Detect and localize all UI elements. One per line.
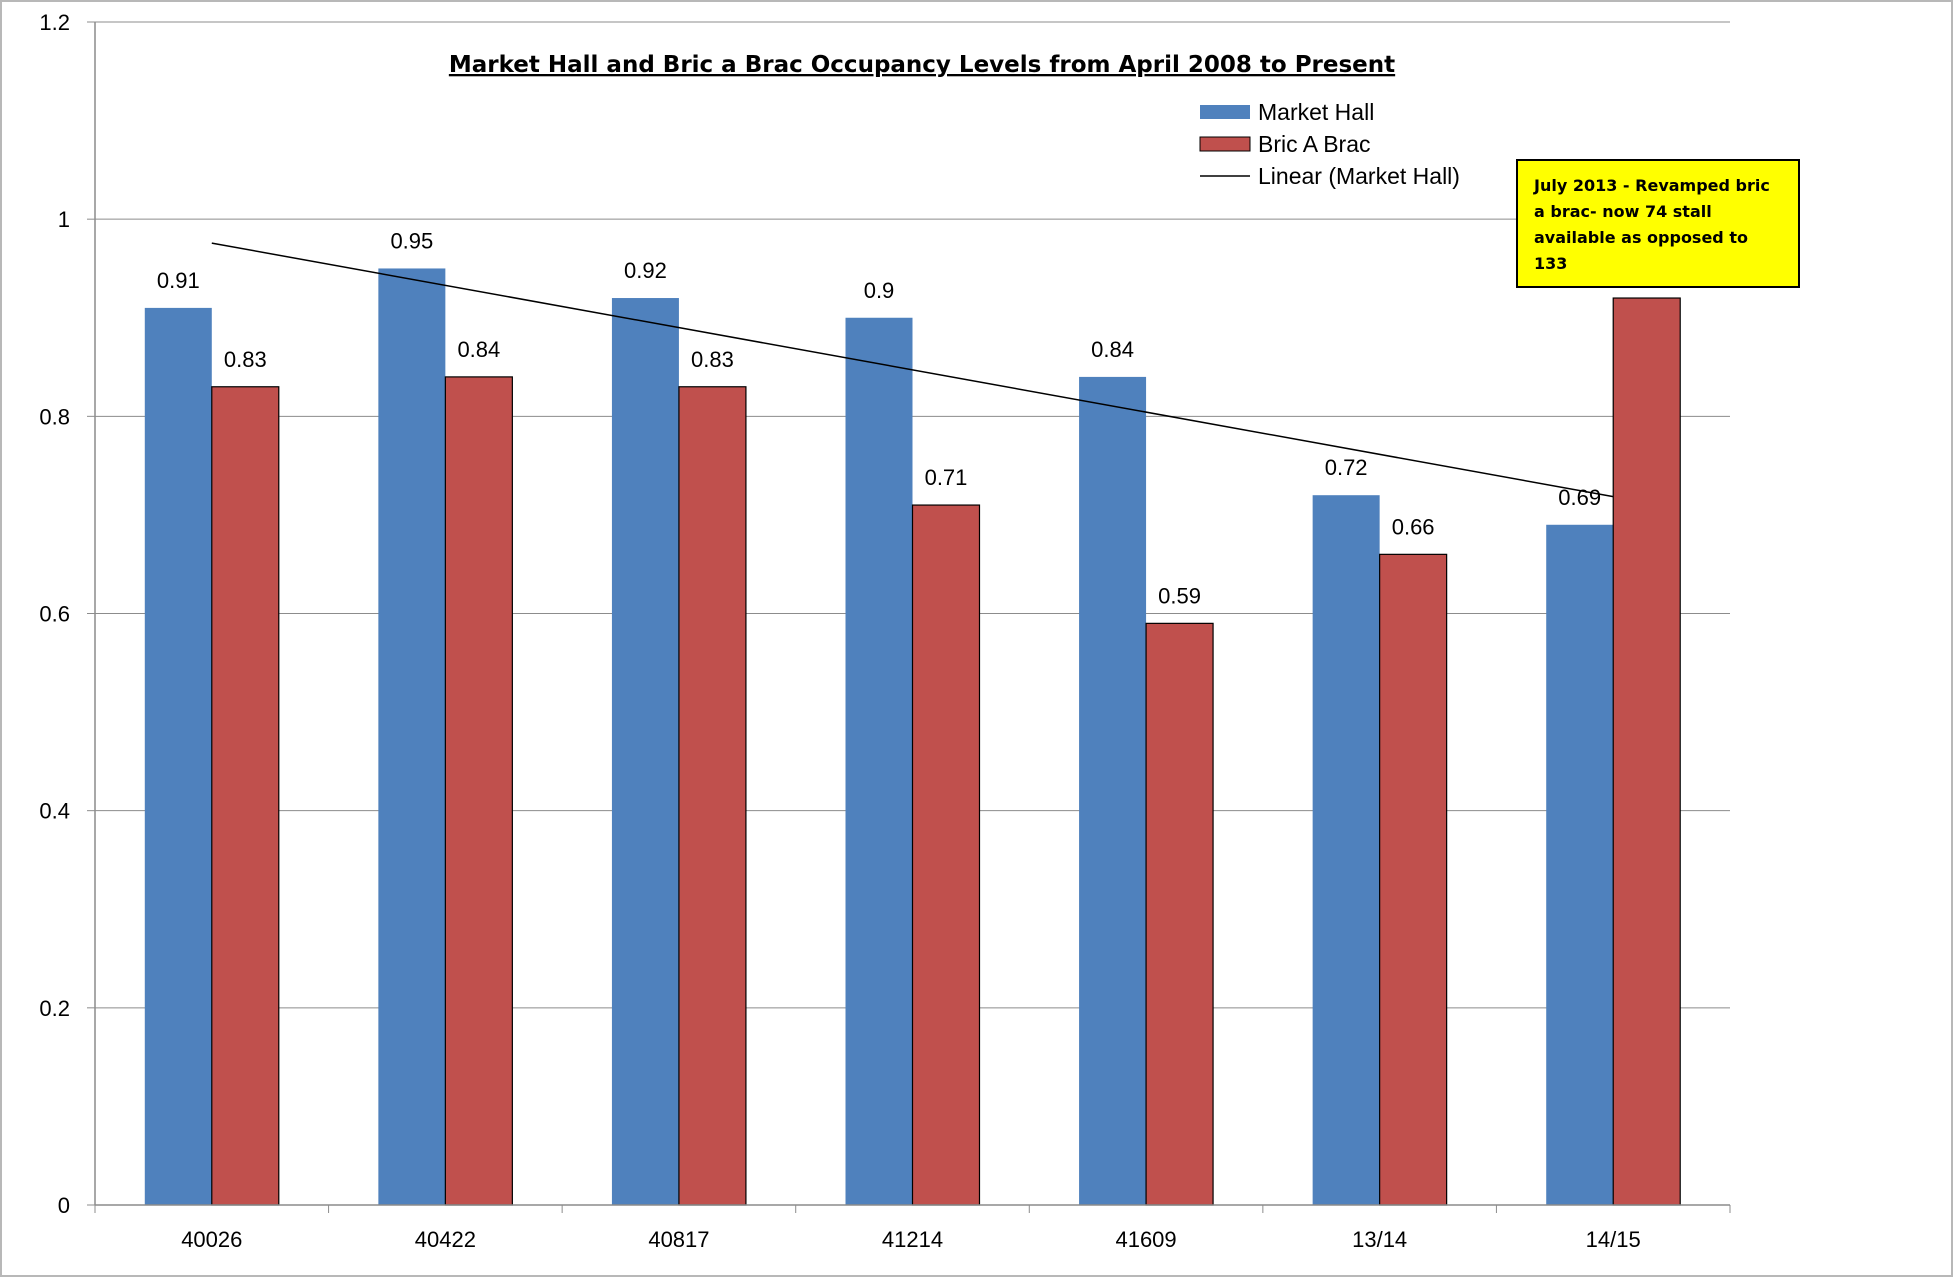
x-tick-label: 40026 [181, 1227, 242, 1252]
y-tick-label: 0.2 [39, 996, 70, 1021]
bar-market-hall [1079, 376, 1147, 1205]
x-tick-label: 40422 [415, 1227, 476, 1252]
x-tick-label: 14/15 [1586, 1227, 1641, 1252]
bar-bric-a-brac [1379, 553, 1448, 1206]
gridlines [95, 21, 1730, 1009]
data-label: 0.83 [224, 347, 267, 372]
bar-market-hall [144, 307, 212, 1205]
x-tick-label: 41609 [1115, 1227, 1176, 1252]
legend: Market Hall Bric A Brac Linear (Market Hal… [1199, 99, 1460, 189]
y-tick-label: 0.8 [39, 404, 70, 429]
data-label: 0.95 [390, 228, 433, 253]
x-tick-label: 40817 [648, 1227, 709, 1252]
bars [144, 268, 1681, 1206]
bar-market-hall [845, 317, 913, 1205]
data-label: 0.9 [864, 278, 895, 303]
y-tick-label: 0.4 [39, 799, 70, 824]
annotation-callout: July 2013 - Revamped bric a brac- now 74… [1516, 159, 1800, 288]
legend-label: Market Hall [1258, 99, 1374, 125]
bar-bric-a-brac [1145, 622, 1214, 1206]
bar-market-hall [611, 298, 679, 1205]
bar-bric-a-brac [1612, 297, 1681, 1206]
chart-title: Market Hall and Bric a Brac Occupancy Le… [449, 52, 1395, 78]
legend-swatch-market-hall [1200, 105, 1250, 119]
bar-market-hall [1312, 495, 1380, 1205]
bar-bric-a-brac [678, 386, 747, 1206]
data-label: 0.66 [1392, 514, 1435, 539]
legend-label: Linear (Market Hall) [1258, 163, 1460, 189]
y-tick-label: 1.2 [39, 10, 70, 35]
legend-swatch-bric-a-brac [1199, 136, 1251, 152]
trendline [211, 242, 1614, 498]
data-label: 0.84 [457, 337, 500, 362]
data-label: 0.92 [624, 258, 667, 283]
bar-bric-a-brac [444, 376, 513, 1206]
data-label: 0.71 [925, 465, 968, 490]
data-label: 0.69 [1558, 485, 1601, 510]
data-label: 0.83 [691, 347, 734, 372]
x-tick-label: 13/14 [1352, 1227, 1407, 1252]
trendline-layer [211, 242, 1614, 498]
bar-bric-a-brac [911, 504, 981, 1206]
bar-market-hall [378, 268, 446, 1205]
data-labels: 0.91 0.95 0.92 0.9 0.84 0.72 0.69 0.83 0.84 0.83 0… [157, 228, 1601, 608]
axes: 0 0.2 0.4 0.6 0.8 1 1.2 40026 40422 40817 41214 416… [39, 10, 1731, 1252]
y-tick-label: 0 [58, 1193, 70, 1218]
bar-market-hall [1546, 524, 1614, 1205]
x-tick-label: 41214 [882, 1227, 943, 1252]
legend-label: Bric A Brac [1258, 131, 1370, 157]
data-label: 0.72 [1325, 455, 1368, 480]
data-label: 0.84 [1091, 337, 1134, 362]
y-tick-label: 1 [58, 207, 70, 232]
data-label: 0.91 [157, 268, 200, 293]
y-tick-label: 0.6 [39, 602, 70, 627]
data-label: 0.59 [1158, 583, 1201, 608]
bar-bric-a-brac [211, 386, 280, 1206]
